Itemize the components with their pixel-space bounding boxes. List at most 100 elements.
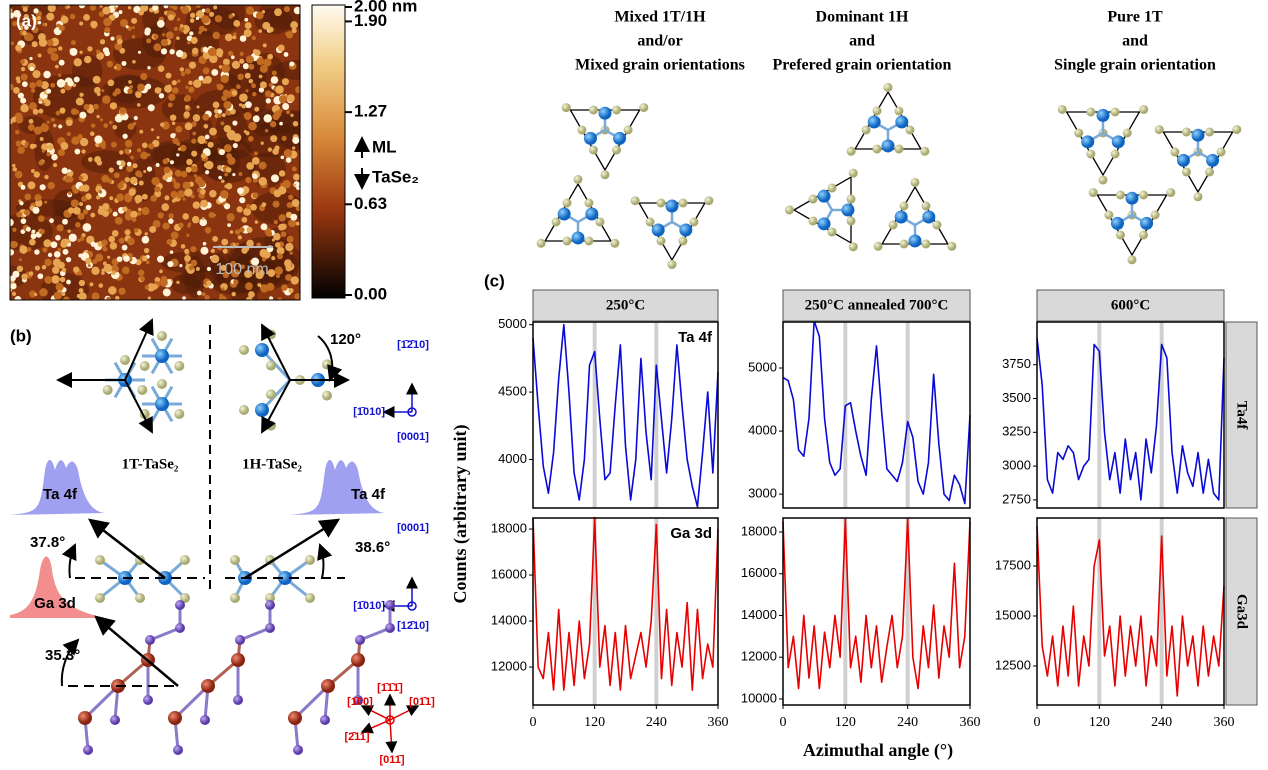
atom [888, 220, 898, 230]
grain [102, 209, 110, 217]
atom [95, 593, 105, 603]
atom [174, 409, 185, 419]
grain [73, 76, 80, 83]
grain [33, 8, 39, 14]
grain [114, 42, 123, 51]
grain [169, 160, 175, 165]
grain [32, 206, 40, 214]
grain [19, 258, 23, 262]
grain [146, 166, 153, 172]
y-tick-label: 3000 [1002, 458, 1031, 473]
grain [206, 266, 212, 272]
atom [905, 125, 915, 135]
grain [278, 109, 283, 113]
grain [211, 69, 219, 76]
grain [190, 246, 197, 253]
grain [164, 195, 170, 201]
atom [612, 105, 622, 115]
atom [1096, 108, 1110, 122]
atom [233, 695, 243, 705]
grain [127, 123, 135, 130]
angle: 37.8° [30, 534, 65, 551]
grain [232, 120, 238, 126]
grain [206, 280, 212, 287]
grain [142, 255, 148, 262]
grain [133, 5, 141, 14]
grain [176, 36, 180, 41]
grain [221, 287, 225, 291]
grain [56, 224, 64, 232]
grain [11, 291, 17, 296]
headings: Mixed 1T/1H and/or Mixed grain orientation… [575, 9, 1216, 74]
grain [123, 255, 130, 262]
grain [262, 257, 267, 262]
atom [1111, 135, 1125, 149]
grain [177, 194, 181, 199]
angle-arc [317, 335, 343, 382]
grain [64, 175, 72, 183]
grain [11, 116, 18, 123]
direction: [1̄010] [353, 600, 385, 612]
grain [115, 295, 120, 300]
grain [220, 190, 229, 199]
grain [109, 196, 114, 201]
grain [79, 50, 83, 54]
grain [199, 218, 208, 227]
grain [252, 173, 258, 179]
grain [245, 55, 254, 64]
grain [239, 58, 245, 64]
grain [27, 123, 35, 131]
grain [253, 151, 258, 156]
grain [243, 129, 248, 134]
grain [150, 195, 158, 202]
grain [29, 82, 36, 89]
grain [168, 213, 174, 219]
grain [113, 66, 117, 70]
grain [39, 137, 44, 141]
y-tick-label: 3750 [1002, 356, 1031, 371]
grain [110, 36, 115, 41]
grain [31, 88, 36, 93]
y-tick-label: 12000 [741, 649, 777, 664]
grain [222, 248, 228, 254]
grain [58, 73, 62, 77]
grain [292, 183, 296, 187]
grain [162, 288, 171, 297]
grain [255, 11, 264, 20]
grain [175, 49, 184, 58]
grain [37, 215, 45, 223]
grain [152, 5, 159, 11]
grain [101, 239, 108, 246]
grain [38, 97, 43, 102]
grain [30, 233, 37, 240]
grain [40, 123, 49, 133]
atom [1098, 175, 1108, 185]
atom [895, 115, 909, 129]
panel-label: (b) [10, 326, 32, 345]
atom [1232, 125, 1242, 135]
grain [51, 153, 58, 161]
grain [153, 33, 159, 40]
grain [239, 35, 247, 42]
grain [207, 141, 214, 148]
grain [137, 207, 142, 212]
grain [230, 242, 234, 247]
grain [229, 260, 237, 268]
grain-diagrams [536, 82, 1242, 270]
grain [10, 83, 13, 89]
grain [72, 187, 79, 194]
grain [205, 170, 210, 175]
grain [27, 181, 36, 190]
grain [227, 50, 234, 57]
atom [808, 194, 818, 204]
grain [118, 237, 125, 244]
grain [183, 29, 188, 35]
grain [213, 5, 218, 10]
grain [47, 47, 55, 55]
grain [15, 44, 22, 52]
atom [110, 715, 120, 725]
grain [87, 264, 91, 268]
grain [23, 13, 29, 20]
atom [678, 236, 688, 246]
arrow [124, 318, 154, 381]
